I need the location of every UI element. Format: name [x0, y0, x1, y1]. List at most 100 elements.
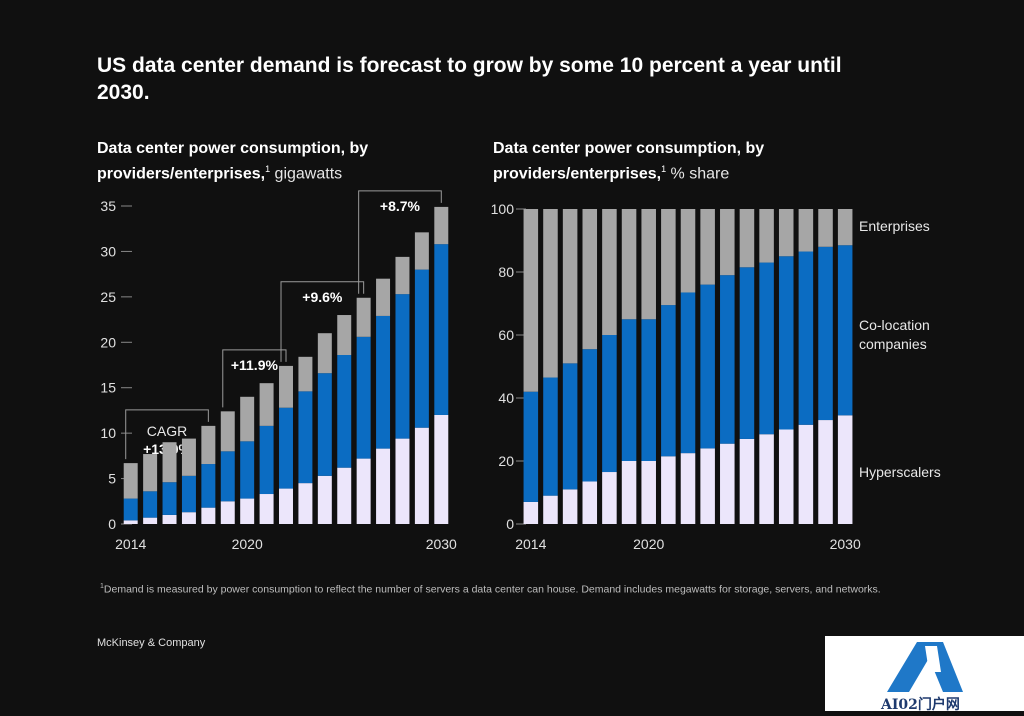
- right-y-tick-label: 0: [506, 516, 514, 532]
- right-bar-hyperscalers-2014: [523, 501, 539, 524]
- cagr-value-4: +8.7%: [380, 198, 421, 214]
- left-bar-colocation-2015: [143, 491, 158, 518]
- left-bar-hyperscalers-2030: [434, 414, 449, 524]
- left-bar-enterprises-2021: [259, 383, 274, 426]
- left-bar-enterprises-2030: [434, 206, 449, 245]
- left-y-tick-label: 5: [108, 471, 116, 487]
- right-bar-hyperscalers-2016: [562, 489, 578, 524]
- right-bar-colocation-2026: [759, 262, 774, 435]
- right-bar-enterprises-2022: [680, 209, 696, 293]
- right-bar-hyperscalers-2020: [641, 461, 656, 524]
- left-bar-colocation-2024: [317, 373, 332, 476]
- left-bar-colocation-2027: [376, 315, 391, 449]
- left-bar-enterprises-2026: [356, 297, 371, 337]
- cagr-bracket-3: [280, 281, 365, 362]
- right-bar-hyperscalers-2022: [680, 453, 696, 524]
- right-bar-enterprises-2024: [720, 209, 735, 276]
- watermark-text: AI02门户网: [881, 697, 960, 713]
- left-bar-colocation-2023: [298, 391, 313, 484]
- right-y-tick-label: 20: [498, 453, 514, 469]
- right-bar-colocation-2028: [798, 251, 814, 425]
- headline: US data center demand is forecast to gro…: [97, 54, 842, 104]
- right-x-tick-label: 2020: [633, 536, 664, 552]
- left-y-tick-label: 15: [100, 380, 116, 396]
- right-bar-hyperscalers-2019: [621, 461, 637, 524]
- left-bar-hyperscalers-2019: [220, 501, 235, 524]
- left-bar-enterprises-2028: [395, 256, 410, 295]
- right-bar-hyperscalers-2026: [759, 434, 774, 524]
- left-bar-hyperscalers-2025: [337, 467, 352, 524]
- legend-enterprises: Enterprises: [859, 218, 930, 234]
- left-bar-hyperscalers-2014: [123, 520, 138, 524]
- left-bar-hyperscalers-2026: [356, 458, 371, 524]
- right-bar-enterprises-2027: [778, 209, 794, 257]
- left-bar-colocation-2026: [356, 336, 371, 459]
- left-chart-footnote-ref: 1: [265, 164, 271, 174]
- right-chart-footnote-ref: 1: [661, 164, 667, 174]
- left-chart-title: Data center power consumption, by provid…: [97, 138, 477, 184]
- left-y-tick-label: 10: [100, 425, 116, 441]
- left-bar-colocation-2029: [414, 269, 429, 428]
- left-bar-colocation-2030: [434, 244, 449, 415]
- left-y-tick-label: 35: [100, 198, 116, 214]
- cagr-label: CAGR: [147, 423, 187, 439]
- right-bar-enterprises-2029: [818, 209, 833, 247]
- right-chart-title-main: Data center power consumption, by provid…: [493, 140, 765, 183]
- right-bar-enterprises-2021: [661, 209, 676, 306]
- left-bar-colocation-2016: [162, 482, 177, 515]
- left-bar-hyperscalers-2024: [317, 475, 332, 524]
- footnote: 1Demand is measured by power consumption…: [100, 580, 920, 597]
- right-bar-enterprises-2025: [739, 209, 755, 268]
- left-bar-enterprises-2024: [317, 333, 332, 374]
- left-y-tick-label: 20: [100, 334, 116, 350]
- left-bar-hyperscalers-2020: [240, 498, 255, 524]
- right-bar-hyperscalers-2018: [602, 472, 617, 524]
- left-bar-hyperscalers-2022: [279, 488, 293, 524]
- right-bar-colocation-2029: [818, 246, 833, 421]
- legend-hyperscalers: Hyperscalers: [859, 464, 941, 480]
- left-bar-hyperscalers-2028: [395, 438, 410, 524]
- left-bar-hyperscalers-2023: [298, 483, 313, 524]
- left-bar-colocation-2028: [395, 294, 410, 439]
- legend-colocation-line1: Co-location: [859, 317, 930, 333]
- right-bar-colocation-2014: [523, 391, 539, 502]
- cagr-value-2: +11.9%: [231, 357, 279, 373]
- right-y-tick-label: 100: [491, 201, 515, 217]
- cagr-value-3: +9.6%: [302, 289, 343, 305]
- left-bar-enterprises-2019: [220, 411, 235, 452]
- right-bar-colocation-2020: [641, 319, 656, 461]
- right-y-tick-label: 40: [498, 390, 514, 406]
- left-bar-enterprises-2027: [376, 278, 391, 316]
- left-bar-hyperscalers-2017: [181, 512, 196, 524]
- left-bar-colocation-2020: [240, 441, 255, 499]
- right-bar-colocation-2030: [837, 245, 853, 416]
- left-bar-colocation-2025: [337, 355, 352, 468]
- right-chart-title: Data center power consumption, by provid…: [493, 138, 873, 184]
- footnote-marker: 1: [100, 583, 104, 590]
- right-bar-colocation-2017: [582, 349, 598, 482]
- right-bar-enterprises-2019: [621, 209, 637, 320]
- watermark: AI02门户网: [825, 636, 1024, 713]
- right-x-tick-label: 2030: [830, 536, 861, 552]
- right-y-tick-label: 80: [498, 264, 514, 280]
- right-bar-enterprises-2030: [837, 209, 853, 246]
- right-bar-hyperscalers-2023: [700, 448, 715, 524]
- right-bar-colocation-2019: [621, 319, 637, 461]
- left-bar-enterprises-2020: [240, 396, 255, 442]
- right-bar-enterprises-2028: [798, 209, 814, 252]
- footnote-text: Demand is measured by power consumption …: [103, 583, 881, 596]
- right-bar-colocation-2023: [700, 284, 715, 449]
- left-x-tick-label: 2020: [232, 536, 263, 552]
- left-bar-enterprises-2022: [279, 365, 293, 408]
- brand-name: McKinsey & Company: [97, 637, 206, 649]
- left-bar-hyperscalers-2015: [143, 517, 158, 524]
- right-bar-enterprises-2026: [759, 209, 774, 263]
- left-bar-colocation-2017: [181, 475, 196, 513]
- right-bar-hyperscalers-2017: [582, 481, 598, 524]
- right-bar-colocation-2024: [720, 275, 735, 444]
- left-bar-enterprises-2017: [181, 438, 196, 476]
- left-y-tick-label: 30: [100, 243, 116, 259]
- left-x-tick-label: 2030: [426, 536, 457, 552]
